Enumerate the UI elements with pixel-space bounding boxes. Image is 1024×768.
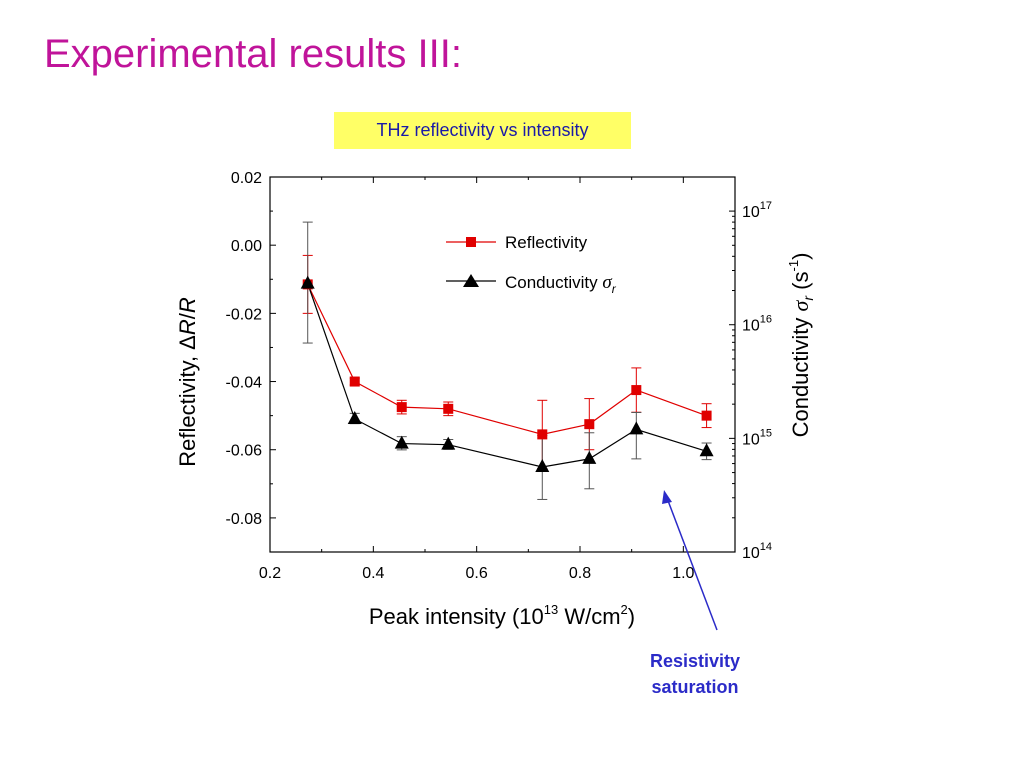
data-point-conductivity: [582, 450, 597, 464]
legend-item-reflectivity: Reflectivity: [446, 233, 588, 252]
axis-ticks: 0.2 0.4 0.6 0.8 1.0 0.02 0.00 -0.02 -0.04 -0.06 -0…: [226, 170, 773, 582]
y2-tick-label: 1015: [742, 427, 772, 448]
x-tick-label: 0.4: [362, 565, 384, 582]
y-tick-label: 0.00: [231, 238, 262, 255]
data-point-reflectivity: [349, 376, 360, 387]
y-axis-label: Reflectivity, ΔR/R: [175, 297, 200, 467]
legend-item-conductivity: Conductivity σr: [446, 272, 617, 296]
series-markers: [300, 275, 714, 472]
legend-marker-square: [466, 237, 476, 247]
data-point-reflectivity: [631, 385, 642, 396]
y-tick-label: -0.02: [226, 306, 263, 323]
legend: Reflectivity Conductivity σr: [446, 233, 617, 296]
annotation-line-1: Resistivity: [649, 651, 741, 671]
chart-title: THz reflectivity vs intensity: [334, 112, 631, 149]
data-point-reflectivity: [701, 410, 712, 421]
data-point-conductivity: [699, 443, 714, 457]
x-tick-label: 0.2: [259, 565, 281, 582]
resistivity-saturation-note: Resistivity saturation: [610, 648, 780, 700]
x-tick-label: 0.8: [569, 565, 591, 582]
data-point-conductivity: [629, 421, 644, 435]
annotation-line-2: saturation: [651, 677, 739, 697]
data-point-conductivity: [441, 436, 456, 450]
series-lines: [307, 283, 707, 468]
plot-frame: [269, 176, 736, 553]
y2-tick-label: 1016: [742, 314, 772, 335]
slide-title: Experimental results III:: [44, 32, 462, 76]
data-point-reflectivity: [584, 419, 595, 430]
series-line-conductivity: [307, 283, 707, 468]
y2-tick-label: 1017: [742, 200, 772, 221]
x-axis-label: Peak intensity (1013 W/cm2): [369, 602, 635, 629]
data-point-conductivity: [300, 275, 315, 289]
series-line-reflectivity: [307, 284, 707, 436]
annotation-arrow: [662, 490, 718, 631]
data-point-conductivity: [347, 411, 362, 425]
plot-border: [269, 176, 736, 553]
y-tick-label: -0.04: [226, 375, 263, 392]
data-point-reflectivity: [537, 429, 548, 440]
y-tick-label: 0.02: [231, 170, 262, 187]
data-point-reflectivity: [396, 402, 407, 413]
legend-marker-triangle: [463, 274, 479, 287]
y2-axis-label: Conductivity σr (s-1): [786, 253, 816, 438]
y-tick-label: -0.08: [226, 511, 263, 528]
legend-label-conductivity: Conductivity σr: [505, 272, 617, 296]
data-point-conductivity: [535, 458, 550, 472]
error-bars: [302, 221, 712, 500]
data-point-conductivity: [394, 435, 409, 449]
x-tick-label: 1.0: [672, 565, 694, 582]
y2-tick-label: 1014: [742, 541, 772, 562]
x-tick-label: 0.6: [466, 565, 488, 582]
y-tick-label: -0.06: [226, 443, 263, 460]
data-point-reflectivity: [443, 403, 454, 414]
legend-label-reflectivity: Reflectivity: [505, 233, 588, 252]
